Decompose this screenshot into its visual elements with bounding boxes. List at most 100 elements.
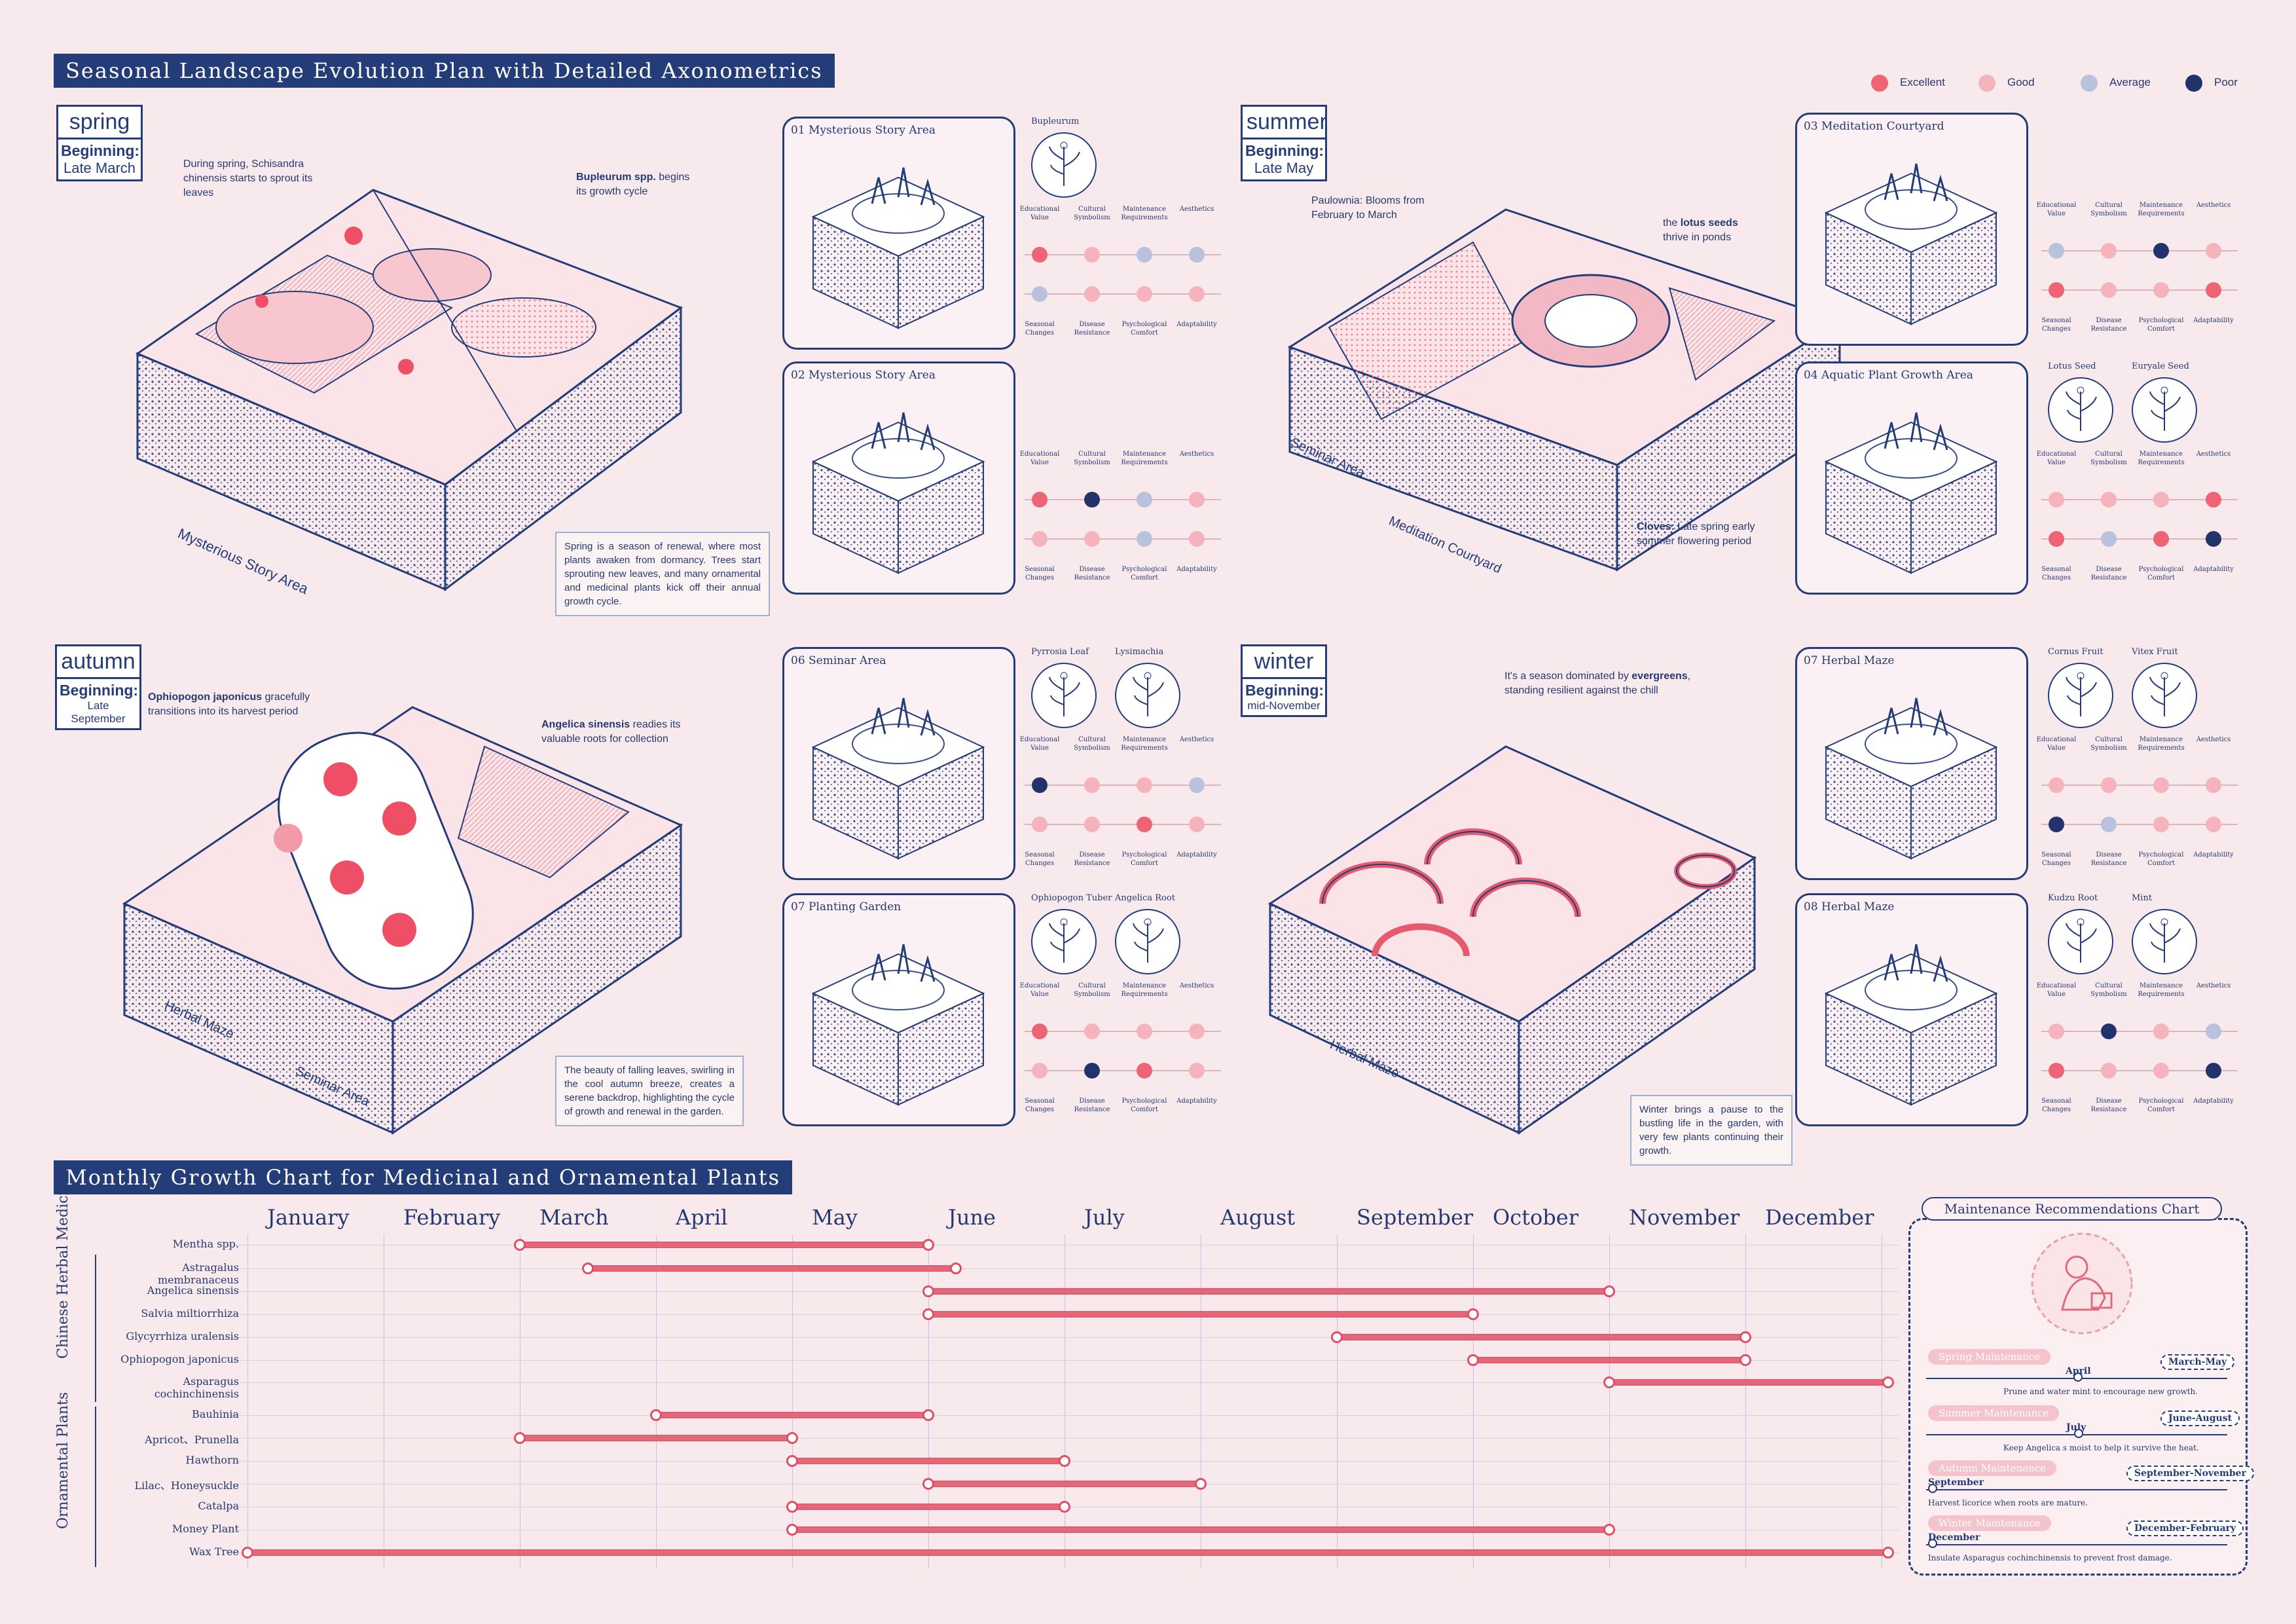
growth-start-marker: [582, 1263, 594, 1274]
criterion-label: Aesthetics: [2196, 982, 2231, 989]
rating-dot-poor: [1084, 492, 1100, 507]
criterion-label: Adaptability: [1176, 321, 1217, 328]
note-text: It's a season dominated by: [1504, 671, 1632, 682]
growth-start-marker: [922, 1285, 934, 1297]
month-label: June: [948, 1205, 996, 1230]
rating-panel: Bupleurum Educational Value Cultural Symbo…: [1020, 117, 1228, 352]
rating-dot-good: [1137, 286, 1152, 302]
criterion-label: Cultural Symbolism: [1074, 206, 1110, 221]
criterion-label: Maintenance Requirements: [1121, 451, 1168, 466]
spring-note-bupleurum: Bupleurum spp. begins its growth cycle: [576, 170, 701, 199]
growth-end-marker: [922, 1409, 934, 1421]
rating-dot-good: [2101, 243, 2117, 259]
growth-period-bar: [247, 1549, 1889, 1556]
legend-good: Good: [1978, 75, 2035, 92]
growth-end-marker: [1603, 1285, 1615, 1297]
plant-name: Cornus Fruit: [2048, 647, 2104, 657]
area-card-title: 03 Meditation Courtyard: [1804, 120, 1944, 133]
legend-dot-icon: [2185, 75, 2202, 92]
rating-dot-good: [2153, 1063, 2169, 1079]
growth-end-marker: [1740, 1354, 1751, 1366]
rating-dot-excellent: [1032, 247, 1048, 263]
plant-sketch-icon: [2132, 909, 2197, 974]
month-label: July: [1084, 1205, 1125, 1230]
growth-period-bar: [928, 1311, 1473, 1318]
season-beginning: Beginning:: [1245, 142, 1324, 159]
plant-name: Pyrrosia Leaf: [1031, 647, 1089, 657]
rating-dot-excellent: [2049, 531, 2064, 547]
rating-dot-poor: [2153, 243, 2169, 259]
growth-period-bar: [1609, 1379, 1889, 1386]
legend-average: Average: [2081, 75, 2151, 92]
maintenance-season-badge: Spring Maintenance: [1928, 1349, 2051, 1365]
criterion-label: Seasonal Changes: [2041, 317, 2071, 333]
rating-dot-good: [1032, 531, 1048, 547]
growth-start-marker: [922, 1308, 934, 1320]
row-gridline: [226, 1360, 1899, 1361]
group-bracket-herbal: [95, 1255, 96, 1402]
criterion-label: Maintenance Requirements: [2138, 736, 2185, 752]
plant-name: Ophiopogon Tuber: [1031, 893, 1112, 903]
month-label: December: [1765, 1205, 1874, 1230]
month-gridline: [1745, 1234, 1746, 1568]
month-label: March: [539, 1205, 609, 1230]
growth-period-bar: [588, 1265, 956, 1272]
criterion-label: Adaptability: [1176, 1098, 1217, 1105]
note-bold: Ophiopogon japonicus: [148, 692, 263, 703]
note-bold: lotus seeds: [1680, 217, 1738, 229]
criterion-label: Seasonal Changes: [2041, 1098, 2071, 1113]
season-date: Late March: [63, 160, 136, 176]
plant-label: Bauhinia: [192, 1408, 239, 1420]
season-date: mid-November: [1247, 699, 1321, 712]
criterion-label: Psychological Comfort: [2138, 1098, 2184, 1113]
season-tag-spring: spring Beginning: Late March: [56, 105, 143, 181]
growth-period-bar: [1473, 1357, 1745, 1363]
maintenance-month: April: [2066, 1366, 2091, 1376]
rating-dot-good: [2049, 492, 2064, 507]
area-card: 01 Mysterious Story Area: [782, 117, 1015, 350]
criterion-label: Aesthetics: [2196, 736, 2231, 743]
note-text: the: [1663, 217, 1681, 229]
rating-dot-excellent: [2049, 1063, 2064, 1079]
criterion-label: Maintenance Requirements: [2138, 451, 2185, 466]
rating-dot-excellent: [2049, 282, 2064, 298]
plant-label: Ophiopogon japonicus: [120, 1353, 239, 1365]
plant-name: Kudzu Root: [2048, 893, 2098, 903]
growth-start-marker: [786, 1455, 798, 1467]
area-card: 07 Herbal Maze: [1795, 647, 2028, 880]
area-card-title: 04 Aquatic Plant Growth Area: [1804, 369, 1973, 382]
rating-dot-poor: [2206, 1063, 2221, 1079]
season-name: spring: [58, 107, 141, 139]
plant-label: Mentha spp.: [172, 1238, 239, 1250]
season-beginning: Beginning:: [60, 682, 139, 699]
maintenance-timeline: [1926, 1544, 2227, 1545]
growth-end-marker: [1195, 1478, 1207, 1490]
month-label: February: [403, 1205, 501, 1230]
rating-row-line: [1025, 254, 1221, 255]
plant-sketch-icon: [2048, 377, 2113, 443]
criterion-label: Psychological Comfort: [1121, 851, 1167, 867]
group-text: Chinese Herbal Medicines: [55, 1166, 71, 1359]
criterion-label: Seasonal Changes: [2041, 851, 2071, 867]
rating-dot-good: [1084, 817, 1100, 832]
rating-dot-good: [1032, 1063, 1048, 1079]
autumn-note-angelica: Angelica sinensis readies its valuable r…: [541, 718, 692, 747]
plant-label: Lilac、Honeysuckle: [134, 1479, 239, 1492]
rating-panel: Pyrrosia Leaf Lysimachia Educational Value…: [1020, 647, 1228, 883]
winter-axonometric-illustration: Herbal Maze: [1267, 745, 1757, 1135]
growth-period-bar: [928, 1288, 1609, 1295]
rating-dot-good: [1189, 1024, 1205, 1039]
plant-sketch-icon: [2048, 909, 2113, 974]
row-gridline: [226, 1438, 1899, 1439]
plant-sketch-icon: [1031, 663, 1097, 728]
plant-name: Euryale Seed: [2132, 361, 2189, 371]
rating-row-line: [2041, 824, 2238, 825]
criterion-label: Seasonal Changes: [1025, 851, 1055, 867]
legend-dot-icon: [2081, 75, 2098, 92]
autumn-axonometric-illustration: Herbal Maze Seminar Area: [122, 706, 683, 1135]
rating-row-line: [2041, 1070, 2238, 1071]
rating-dot-average: [1137, 247, 1152, 263]
growth-start-marker: [786, 1524, 798, 1536]
month-label: August: [1220, 1205, 1296, 1230]
group-bracket-ornamental: [95, 1407, 96, 1567]
